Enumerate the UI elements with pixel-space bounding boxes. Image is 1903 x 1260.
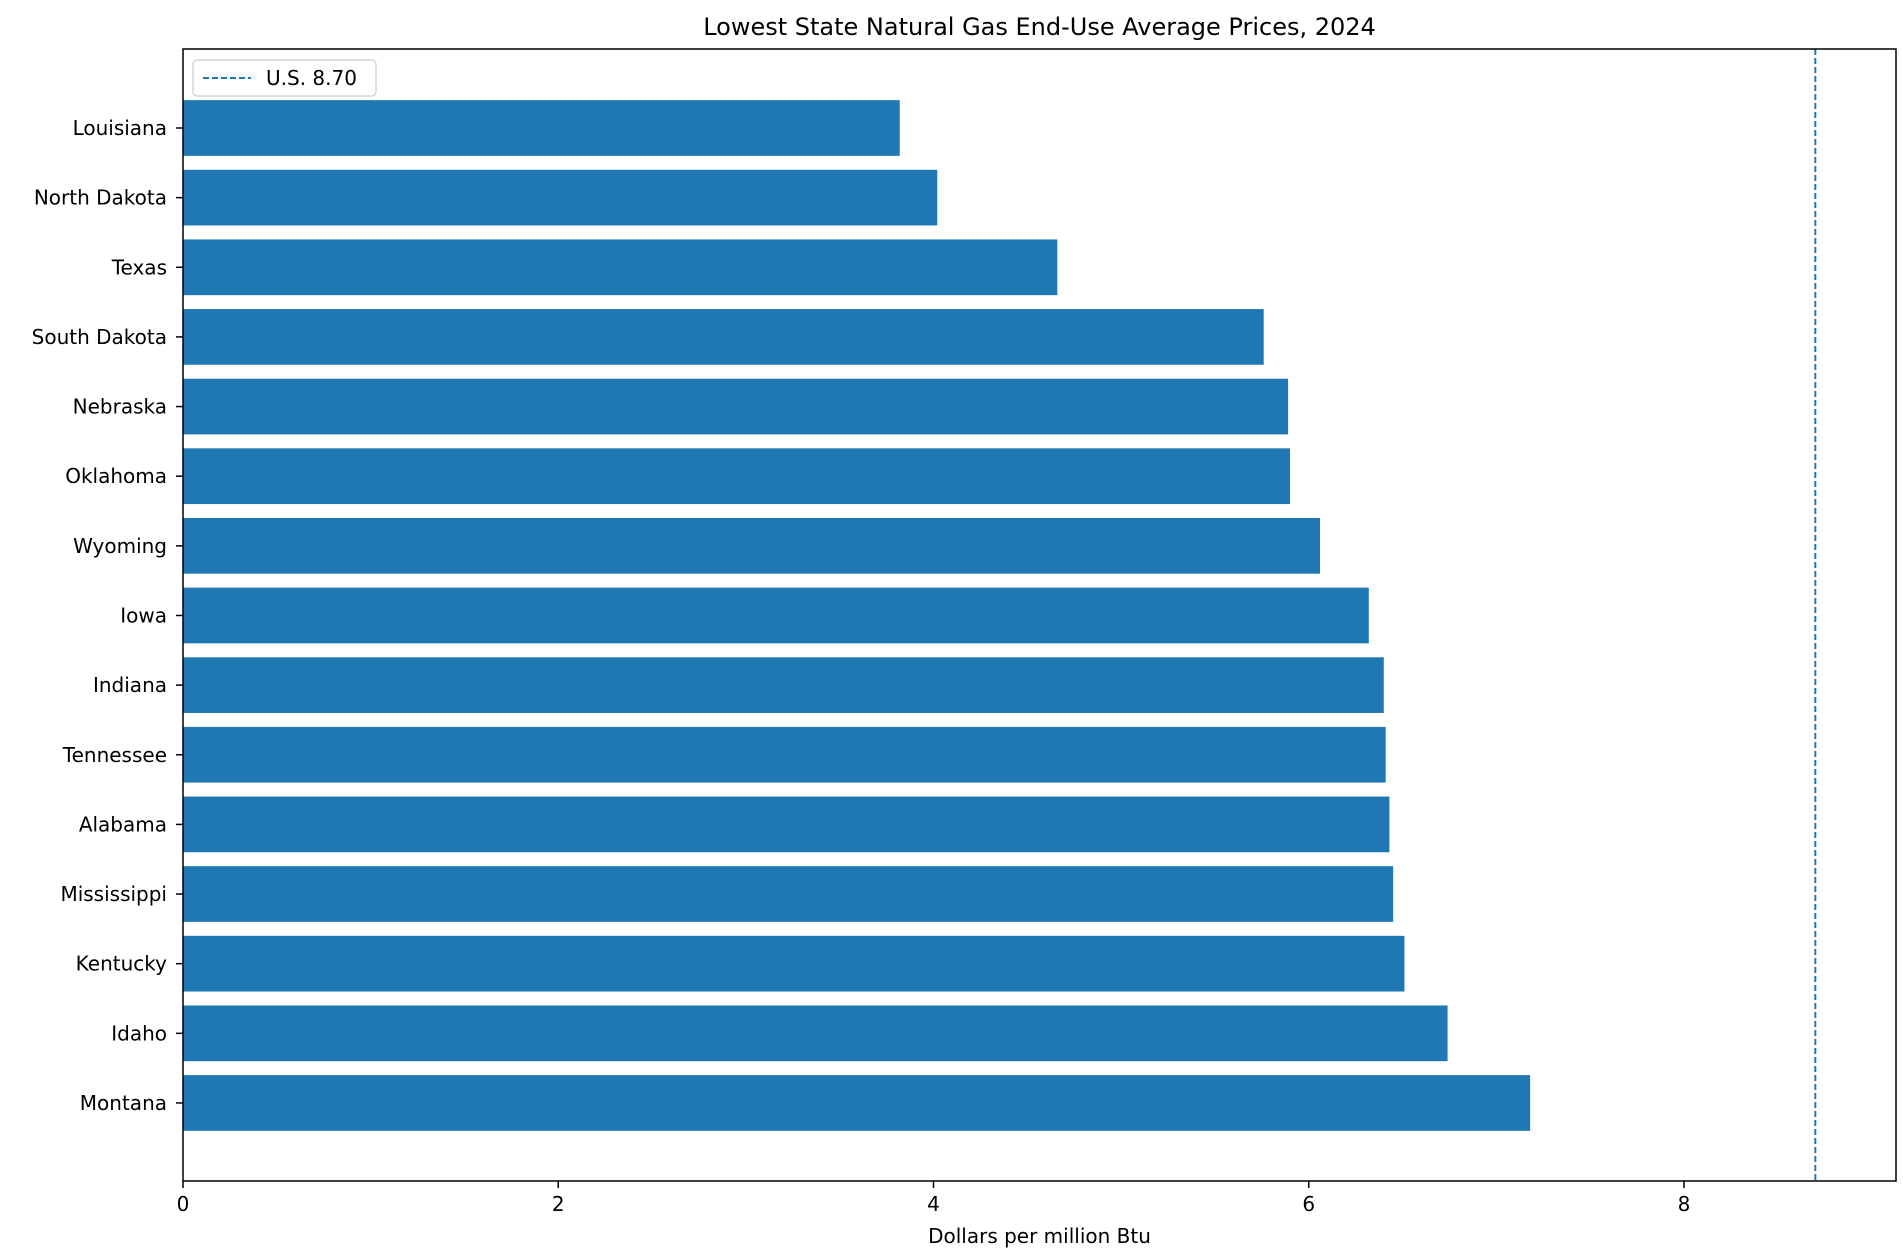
- bar-indiana: [183, 657, 1384, 713]
- bar-oklahoma: [183, 448, 1290, 505]
- y-tick-label: Tennessee: [62, 743, 167, 767]
- bar-south-dakota: [183, 309, 1264, 365]
- bar-texas: [183, 239, 1058, 296]
- bar-wyoming: [183, 517, 1320, 574]
- y-tick-label: Iowa: [120, 603, 167, 627]
- legend-box: [192, 59, 377, 97]
- y-axis: Louisiana North Dakota Texas South Dakota Ne…: [32, 116, 183, 1115]
- y-tick-label: South Dakota: [32, 325, 167, 349]
- x-axis: 0 2 4 6 8: [177, 1181, 1691, 1216]
- x-tick-label: 2: [552, 1192, 565, 1216]
- legend: U.S. 8.70: [192, 59, 377, 97]
- x-axis-label: Dollars per million Btu: [928, 1224, 1151, 1248]
- y-tick-label: North Dakota: [34, 186, 167, 210]
- bar-montana: [183, 1075, 1531, 1131]
- bar-alabama: [183, 796, 1390, 853]
- y-tick-label: Mississippi: [60, 882, 167, 906]
- bars-layer: [183, 100, 1531, 1131]
- y-tick-label: Louisiana: [73, 116, 167, 140]
- y-tick-label: Idaho: [111, 1021, 167, 1045]
- x-tick-label: 4: [927, 1192, 940, 1216]
- y-tick-label: Kentucky: [76, 952, 167, 976]
- bar-mississippi: [183, 866, 1394, 922]
- x-tick-label: 0: [177, 1192, 190, 1216]
- bar-north-dakota: [183, 169, 938, 226]
- y-tick-label: Nebraska: [73, 395, 167, 419]
- bar-nebraska: [183, 378, 1289, 435]
- y-tick-label: Alabama: [79, 812, 167, 836]
- bar-tennessee: [183, 726, 1386, 783]
- chart-title: Lowest State Natural Gas End-Use Average…: [703, 13, 1376, 41]
- bar-iowa: [183, 587, 1369, 644]
- legend-label: U.S. 8.70: [266, 66, 357, 90]
- y-tick-label: Texas: [111, 255, 167, 279]
- bar-kentucky: [183, 935, 1405, 992]
- y-tick-label: Indiana: [93, 673, 167, 697]
- bar-idaho: [183, 1005, 1448, 1062]
- x-tick-label: 6: [1302, 1192, 1315, 1216]
- y-tick-label: Wyoming: [73, 534, 167, 558]
- y-tick-label: Montana: [80, 1091, 167, 1115]
- x-tick-label: 8: [1678, 1192, 1691, 1216]
- bar-louisiana: [183, 100, 900, 156]
- y-tick-label: Oklahoma: [65, 464, 167, 488]
